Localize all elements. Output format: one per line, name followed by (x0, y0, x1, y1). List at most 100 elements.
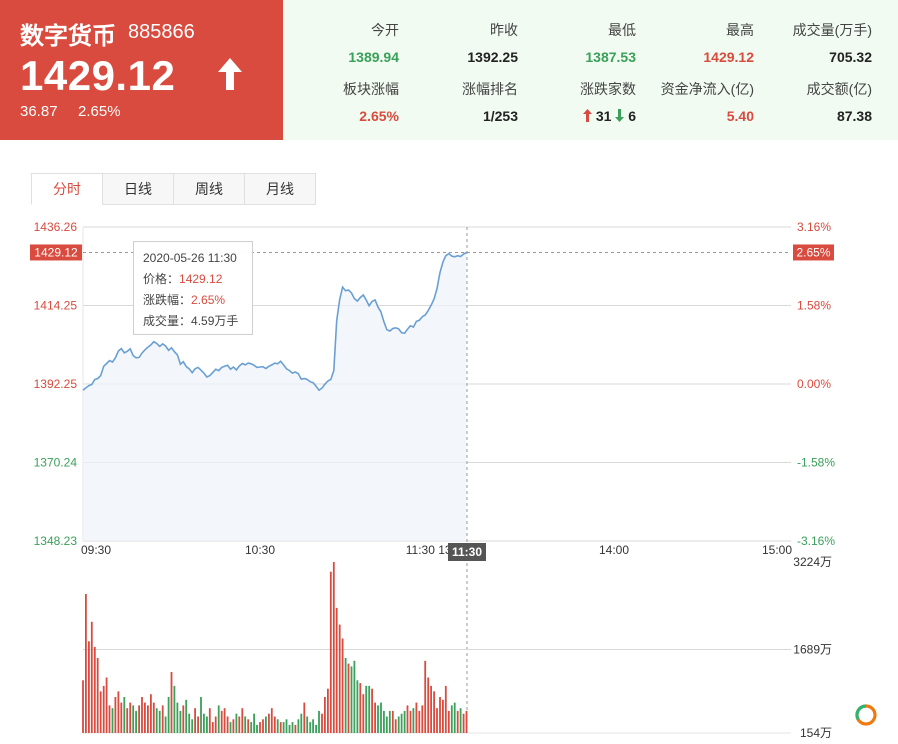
volume-bar (406, 705, 409, 733)
volume-bar (102, 685, 105, 733)
volume-bar (400, 713, 403, 733)
volume-bar (374, 702, 376, 733)
volume-bar (462, 713, 465, 733)
price-change: 36.87 (20, 103, 58, 120)
volume-bar (380, 702, 382, 733)
index-code: 885866 (128, 21, 195, 43)
volume-bar (170, 672, 173, 733)
price-line (82, 251, 467, 392)
volume-bar (203, 713, 205, 733)
stat-value: 2.65% (359, 108, 399, 124)
stat-high: 最高 1429.12 (634, 20, 754, 65)
stats-panel: 今开 1389.94 昨收 1392.25 最低 1387.53 最高 1429… (283, 0, 898, 140)
price-area (83, 252, 467, 541)
volume-bar (126, 708, 129, 733)
volume-bar (194, 708, 196, 733)
volume-bar (229, 722, 232, 733)
tab-weekly[interactable]: 周线 (173, 173, 245, 205)
pct-tick-label: 3.16% (797, 220, 831, 234)
volume-bar (430, 685, 432, 733)
volume-bar (88, 641, 90, 733)
volume-bar (111, 708, 114, 733)
volume-bar (188, 713, 191, 733)
stat-label: 今开 (371, 22, 399, 38)
stat-value: 1392.25 (467, 49, 518, 65)
volume-bar (294, 724, 297, 733)
stat-label: 昨收 (490, 22, 518, 38)
volume-bar (321, 713, 323, 733)
tooltip-label: 价格： (143, 272, 180, 286)
current-pct-badge-label: 2.65% (796, 245, 830, 259)
volume-bar (93, 646, 96, 733)
tooltip-datetime: 2020-05-26 11:30 (143, 251, 237, 265)
price-change-pct: 2.65% (78, 103, 121, 120)
volume-bar (250, 722, 253, 733)
volume-bar (356, 680, 359, 733)
arrow-up-icon (218, 58, 242, 90)
volume-bar (341, 638, 344, 733)
volume-bar (394, 719, 397, 733)
volume-bar (262, 719, 264, 733)
volume-bar (273, 716, 276, 733)
tab-intraday[interactable]: 分时 (31, 173, 103, 205)
volume-bar (179, 710, 182, 733)
volume-bar (197, 716, 199, 733)
volume-bar (141, 697, 143, 733)
index-name: 数字货币 (20, 23, 116, 50)
volume-bar (439, 697, 441, 733)
stat-open: 今开 1389.94 (279, 20, 399, 65)
volume-bar (217, 705, 220, 733)
stat-value: 31 6 (516, 108, 636, 124)
volume-bar (129, 702, 132, 733)
volume-bar (338, 624, 341, 733)
time-tick-label: 15:00 (762, 543, 792, 557)
tooltip-pct-row: 涨跌幅：2.65% (143, 290, 252, 311)
volume-bar (421, 705, 424, 733)
volume-bar (161, 705, 164, 733)
volume-bar (173, 685, 176, 733)
volume-bar (158, 710, 161, 733)
volume-bar (220, 710, 223, 733)
stat-value: 1429.12 (703, 49, 754, 65)
volume-bar (403, 710, 406, 733)
volume-tick-label: 154万 (800, 726, 832, 740)
stat-label: 最高 (726, 22, 754, 38)
volume-bar (388, 710, 391, 733)
volume-bar (391, 710, 394, 733)
price-tick-label: 1392.25 (34, 377, 78, 391)
volume-bar (436, 708, 438, 733)
pct-tick-label: -3.16% (797, 534, 835, 548)
volume-bar (276, 719, 279, 733)
volume-bar (288, 724, 291, 733)
volume-bar (138, 705, 140, 733)
current-price-badge-label: 1429.12 (34, 245, 78, 259)
time-tick-label: 09:30 (81, 543, 111, 557)
stat-label: 涨跌家数 (580, 81, 636, 97)
chart-tooltip: 2020-05-26 11:30 价格：1429.12 涨跌幅：2.65% 成交… (133, 241, 253, 335)
volume-bar (368, 685, 371, 733)
volume-bar (418, 710, 421, 733)
volume-bar (329, 571, 332, 733)
volume-bar (297, 719, 300, 733)
volume-bar (453, 702, 456, 733)
tooltip-price-row: 价格：1429.12 (143, 269, 252, 290)
volume-bar (377, 705, 379, 733)
volume-bar (300, 713, 303, 733)
volume-bar (282, 722, 285, 733)
volume-bar (200, 697, 202, 733)
volume-bar (164, 716, 167, 733)
time-tick-label: 14:00 (599, 543, 629, 557)
current-price-badge (30, 244, 82, 261)
volume-bar (270, 708, 273, 733)
volume-bar (285, 719, 288, 733)
volume-bar (90, 621, 93, 733)
tab-monthly[interactable]: 月线 (244, 173, 316, 205)
price-tick-label: 1348.23 (34, 534, 78, 548)
volume-bar (327, 688, 329, 733)
volume-bar (447, 710, 450, 733)
tab-daily[interactable]: 日线 (102, 173, 174, 205)
volume-bar (259, 722, 261, 733)
volume-bar (82, 680, 84, 733)
volume-bar (359, 683, 362, 733)
